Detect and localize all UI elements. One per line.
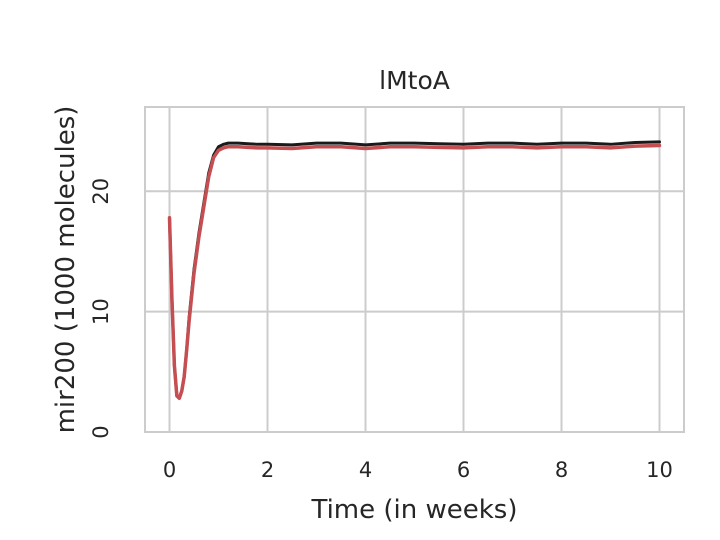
y-tick-label: 0	[89, 425, 113, 438]
series-line-1	[168, 140, 661, 400]
x-tick-label: 4	[359, 458, 372, 482]
x-tick-label: 10	[646, 458, 673, 482]
plot-frame	[144, 106, 685, 433]
x-tick-label: 8	[555, 458, 568, 482]
series-layer	[167, 140, 662, 401]
x-axis-label: Time (in weeks)	[310, 495, 517, 525]
x-tick-label: 0	[163, 458, 176, 482]
chart-title: lMtoA	[379, 66, 450, 95]
x-tick-label: 2	[261, 458, 274, 482]
y-tick-label: 10	[89, 298, 113, 325]
tick-labels: 0 2 4 6 8 10 0 10 20	[89, 178, 673, 482]
y-axis-label: mir200 (1000 molecules)	[51, 106, 81, 434]
series-line-2	[167, 143, 662, 401]
grid	[145, 107, 684, 433]
y-tick-label: 20	[89, 178, 113, 205]
x-tick-label: 6	[457, 458, 470, 482]
